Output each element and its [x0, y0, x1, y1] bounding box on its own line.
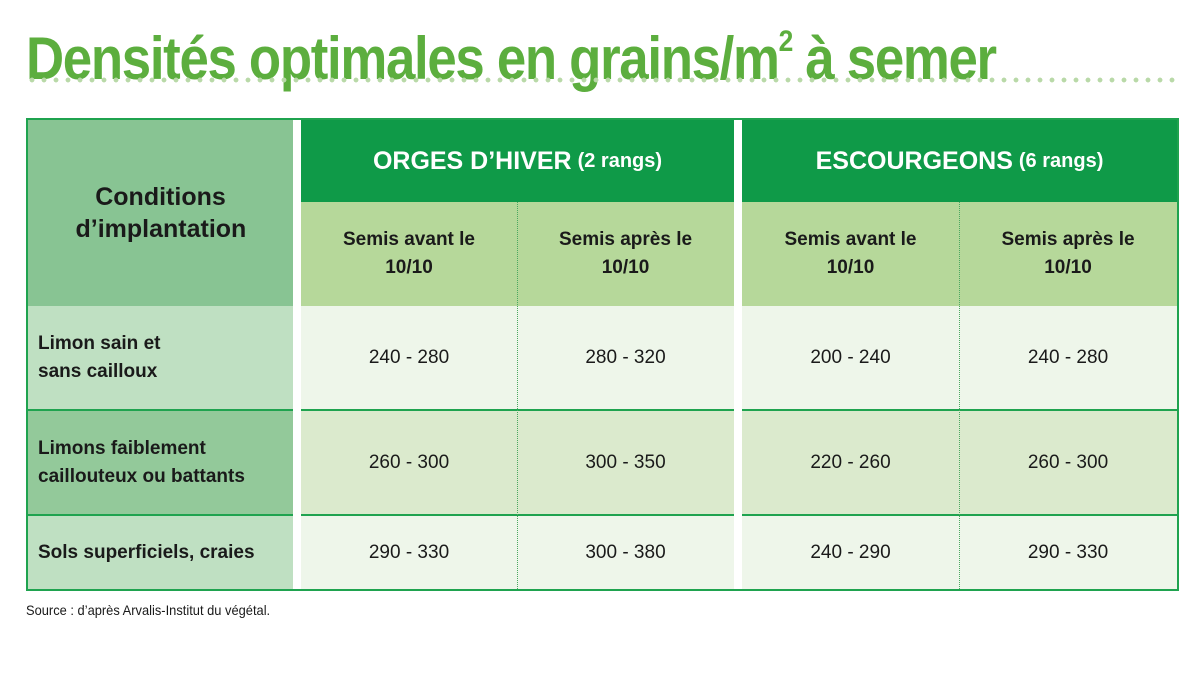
table-cell: 300 - 380 — [517, 516, 734, 589]
column-gap — [734, 120, 742, 589]
row-label-limon-sain: Limon sain et sans cailloux — [28, 306, 293, 409]
row-label-sols-superficiels: Sols superficiels, craies — [28, 516, 293, 589]
group-header-escourgeons: ESCOURGEONS (6 rangs) — [742, 120, 1177, 202]
table-cell: 300 - 350 — [517, 411, 734, 514]
dotted-divider — [26, 76, 1178, 84]
table-cell: 260 - 300 — [959, 411, 1177, 514]
table-cell: 200 - 240 — [742, 306, 959, 409]
table-cell: 290 - 330 — [301, 516, 517, 589]
density-table: Conditions d’implantation ORGES D’HIVER(… — [26, 118, 1179, 591]
table-cell: 220 - 260 — [742, 411, 959, 514]
conditions-header: Conditions d’implantation — [28, 120, 293, 306]
column-divider — [959, 202, 960, 589]
column-divider — [517, 202, 518, 589]
source-note: Source : d’après Arvalis-Institut du vég… — [26, 602, 271, 618]
row-divider — [28, 514, 1177, 516]
subheader-escourgeons-avant: Semis avant le 10/10 — [742, 202, 959, 306]
table-cell: 290 - 330 — [959, 516, 1177, 589]
page-title: Densités optimales en grains/m2 à semer — [26, 25, 997, 92]
row-divider — [28, 409, 1177, 411]
table-cell: 260 - 300 — [301, 411, 517, 514]
table-cell: 240 - 280 — [959, 306, 1177, 409]
table-cell: 240 - 280 — [301, 306, 517, 409]
subheader-orges-apres: Semis après le 10/10 — [517, 202, 734, 306]
title-superscript: 2 — [778, 25, 794, 58]
table-cell: 240 - 290 — [742, 516, 959, 589]
subheader-escourgeons-apres: Semis après le 10/10 — [959, 202, 1177, 306]
table-cell: 280 - 320 — [517, 306, 734, 409]
row-label-limons-faiblement: Limons faiblement caillouteux ou battant… — [28, 411, 293, 514]
group-header-orges: ORGES D’HIVER (2 rangs) — [301, 120, 734, 202]
subheader-orges-avant: Semis avant le 10/10 — [301, 202, 517, 306]
column-gap — [293, 120, 301, 589]
